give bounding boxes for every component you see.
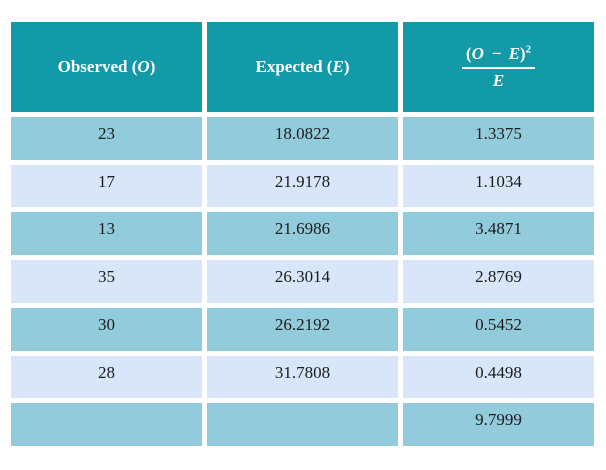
cell-expected-2: 21.9178 bbox=[207, 164, 398, 208]
cell-observed-5: 30 bbox=[11, 307, 202, 351]
cell-expected-3: 21.6986 bbox=[207, 212, 398, 256]
header-expected-label: Expected (E) bbox=[255, 57, 350, 76]
formula-denominator: E bbox=[492, 70, 505, 90]
cell-observed-3: 13 bbox=[11, 212, 202, 256]
cell-expected-total-empty bbox=[207, 403, 398, 446]
cell-observed-6: 28 bbox=[11, 355, 202, 399]
cell-observed-total-empty bbox=[11, 403, 202, 446]
formula-fraction: (O − E)2 E bbox=[461, 44, 536, 90]
header-expected: Expected (E) bbox=[207, 22, 398, 112]
cell-expected-1: 18.0822 bbox=[207, 117, 398, 160]
cell-observed-2: 17 bbox=[11, 164, 202, 208]
cell-observed-4: 35 bbox=[11, 260, 202, 303]
header-observed: Observed (O) bbox=[11, 22, 202, 112]
cell-chisq-4: 2.8769 bbox=[403, 260, 594, 303]
cell-expected-5: 26.2192 bbox=[207, 307, 398, 351]
chi-square-table: Observed (O) Expected (E) (O − E)2 E 23 18… bbox=[11, 22, 594, 446]
cell-chisq-total: 9.7999 bbox=[403, 403, 594, 446]
cell-chisq-6: 0.4498 bbox=[403, 355, 594, 399]
cell-chisq-3: 3.4871 bbox=[403, 212, 594, 256]
cell-chisq-1: 1.3375 bbox=[403, 117, 594, 160]
header-formula: (O − E)2 E bbox=[403, 22, 594, 112]
cell-expected-4: 26.3014 bbox=[207, 260, 398, 303]
cell-observed-1: 23 bbox=[11, 117, 202, 160]
cell-expected-6: 31.7808 bbox=[207, 355, 398, 399]
cell-chisq-2: 1.1034 bbox=[403, 164, 594, 208]
cell-chisq-5: 0.5452 bbox=[403, 307, 594, 351]
header-observed-label: Observed (O) bbox=[57, 57, 156, 76]
formula-numerator: (O − E)2 bbox=[461, 44, 536, 69]
